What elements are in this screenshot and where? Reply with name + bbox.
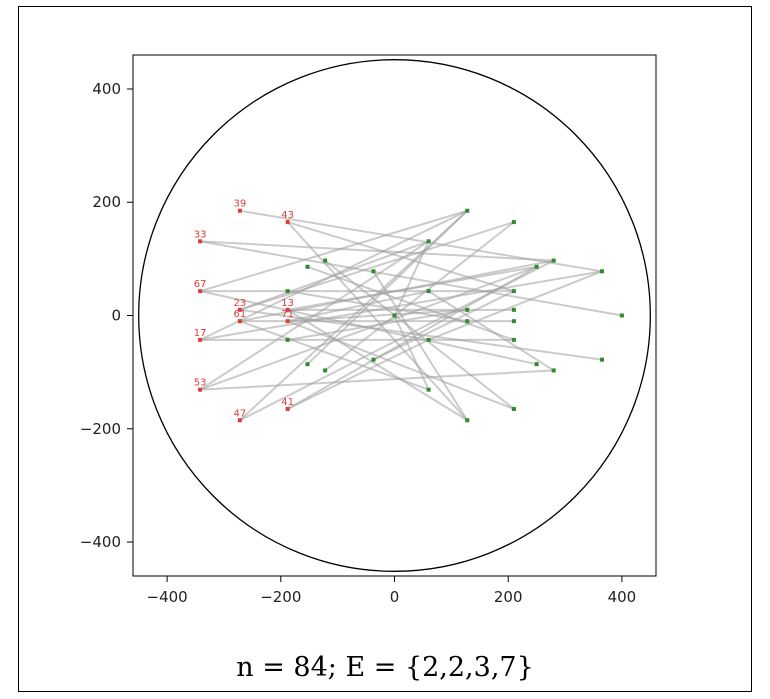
edge-38 (287, 290, 468, 323)
y-axis: −400 −200 0 200 400 (80, 80, 133, 551)
edge-40 (428, 290, 555, 372)
red-node-43 (285, 220, 290, 225)
edges-layer (199, 209, 623, 422)
green-node-8 (599, 269, 604, 274)
green-node-17 (511, 319, 516, 324)
edge-32 (372, 270, 469, 421)
edge-35 (373, 290, 515, 361)
edge-34 (324, 221, 515, 372)
node-label-33: 33 (194, 229, 207, 240)
node-label-47: 47 (234, 408, 247, 419)
edge-41 (428, 270, 603, 341)
red-node-71 (285, 319, 290, 324)
x-tick-label-4: 400 (608, 588, 637, 606)
edge-33 (306, 210, 468, 365)
edge-6 (199, 209, 468, 293)
node-label-17: 17 (194, 328, 207, 339)
red-node-39 (237, 208, 242, 213)
x-tick-label-0: −400 (147, 588, 188, 606)
edge-24 (199, 240, 430, 391)
red-node-47 (237, 418, 242, 423)
green-node-23 (371, 357, 376, 362)
red-node-17 (198, 337, 203, 342)
edge-1 (287, 221, 515, 293)
green-nodes-layer (285, 208, 624, 423)
green-node-9 (285, 289, 290, 294)
node-label-61: 61 (234, 309, 247, 320)
x-tick-label-3: 200 (494, 588, 523, 606)
green-node-22 (323, 368, 328, 373)
green-node-20 (511, 337, 516, 342)
node-label-23: 23 (234, 298, 247, 309)
edge-18 (287, 320, 515, 410)
red-node-33 (198, 239, 203, 244)
green-node-0 (465, 208, 470, 213)
green-node-14 (392, 313, 397, 318)
edge-23 (200, 369, 554, 391)
node-label-43: 43 (281, 210, 294, 221)
boundary-circle (138, 59, 651, 572)
green-node-4 (323, 258, 328, 263)
green-node-19 (426, 337, 431, 342)
green-node-12 (465, 307, 470, 312)
edge-22 (199, 270, 603, 341)
green-node-7 (551, 258, 556, 263)
edge-39 (287, 308, 468, 341)
green-node-28 (465, 418, 470, 423)
edge-31 (324, 259, 515, 410)
green-node-21 (305, 362, 310, 367)
edge-25 (199, 265, 537, 391)
caption: n = 84; E = {2,2,3,7} (236, 652, 534, 683)
x-tick-label-2: 0 (390, 588, 400, 606)
edge-8 (239, 221, 515, 311)
green-node-24 (534, 362, 539, 367)
green-node-16 (465, 319, 470, 324)
green-node-25 (551, 368, 556, 373)
x-axis: −400 −200 0 200 400 (147, 576, 637, 606)
node-label-13: 13 (281, 298, 294, 309)
green-node-18 (285, 337, 290, 342)
edge-19 (287, 290, 429, 323)
y-tick-label-1: −200 (80, 420, 121, 438)
y-tick-label-0: −400 (80, 533, 121, 551)
red-node-41 (285, 406, 290, 411)
edge-15 (239, 259, 554, 323)
green-node-26 (599, 357, 604, 362)
green-node-11 (511, 289, 516, 294)
green-node-15 (619, 313, 624, 318)
red-nodes-layer: 39 43 33 67 23 13 61 71 17 53 47 41 (194, 199, 294, 423)
y-tick-label-3: 200 (92, 193, 121, 211)
edge-26 (239, 209, 468, 422)
edge-4 (200, 240, 554, 262)
y-tick-label-2: 0 (111, 307, 121, 325)
green-node-3 (305, 264, 310, 269)
green-node-27 (426, 387, 431, 392)
node-label-71: 71 (281, 309, 294, 320)
node-label-67: 67 (194, 279, 207, 290)
edge-37 (393, 315, 430, 391)
green-node-5 (371, 269, 376, 274)
red-node-23 (237, 307, 242, 312)
green-node-6 (534, 264, 539, 269)
edge-28 (287, 265, 538, 410)
edge-36 (393, 240, 430, 316)
edge-0 (239, 209, 603, 273)
y-tick-label-4: 400 (92, 80, 121, 98)
node-label-39: 39 (234, 199, 247, 210)
green-node-29 (511, 406, 516, 411)
red-node-13 (285, 307, 290, 312)
red-node-67 (198, 289, 203, 294)
red-node-53 (198, 387, 203, 392)
edge-29 (287, 338, 430, 410)
chart: 39 43 33 67 23 13 61 71 17 53 47 41 −400 −200 0 200 400… (80, 54, 657, 606)
node-label-41: 41 (281, 397, 294, 408)
node-label-53: 53 (194, 378, 207, 389)
green-node-1 (511, 220, 516, 225)
green-node-13 (511, 307, 516, 312)
x-tick-label-1: −200 (260, 588, 301, 606)
red-node-61 (237, 319, 242, 324)
green-node-10 (426, 289, 431, 294)
green-node-2 (426, 239, 431, 244)
